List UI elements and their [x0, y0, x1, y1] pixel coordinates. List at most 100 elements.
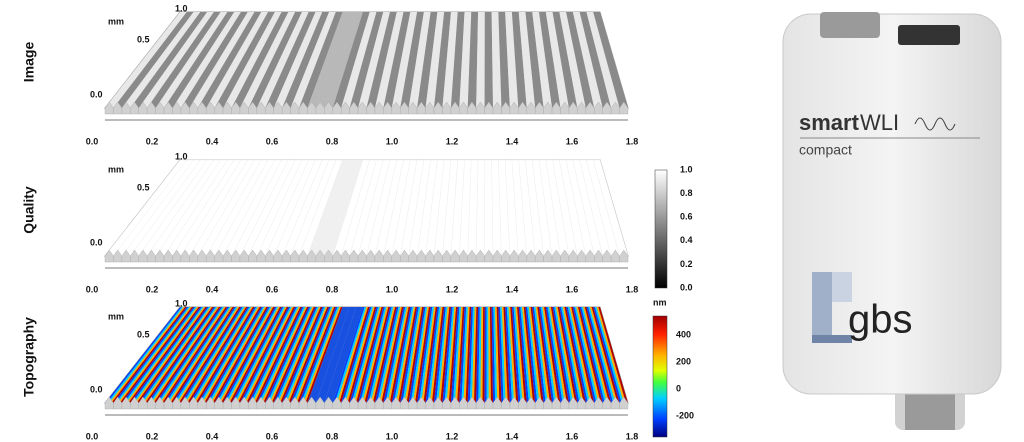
- ridge: [351, 307, 380, 403]
- ridge: [505, 12, 519, 108]
- ridge: [423, 307, 438, 403]
- ridge: [172, 307, 236, 403]
- ridge: [307, 12, 350, 108]
- ridge: [400, 12, 424, 108]
- colorbar-tick-label: 0: [676, 383, 681, 393]
- ridge: [299, 307, 338, 403]
- colorbar-tick-label: -200: [676, 410, 694, 420]
- ridge: [584, 307, 612, 403]
- ridge: [389, 307, 411, 403]
- ridge: [145, 307, 214, 403]
- colorbar-tick-label: 1.0: [680, 164, 693, 174]
- ridge: [142, 307, 213, 403]
- ridge: [498, 307, 504, 403]
- ridge: [579, 307, 605, 403]
- ridge: [172, 12, 241, 108]
- ridge: [334, 307, 367, 403]
- ridge: [444, 307, 455, 403]
- ridge: [117, 307, 192, 403]
- logo: gbs: [848, 298, 913, 342]
- ridge: [489, 307, 494, 403]
- ridge: [227, 307, 280, 403]
- ridge: [532, 12, 553, 108]
- ridge: [433, 12, 451, 108]
- ridge: [417, 12, 438, 108]
- ridge: [455, 307, 463, 403]
- ridge: [208, 307, 265, 403]
- ridge: [374, 307, 399, 403]
- ridge-front: [619, 396, 629, 410]
- x-tick-label: 1.6: [566, 284, 579, 294]
- ridge: [345, 307, 375, 403]
- ridge: [564, 307, 586, 403]
- ridge: [157, 307, 225, 403]
- ridge: [269, 307, 314, 403]
- ridge: [277, 307, 321, 403]
- ridge: [525, 307, 538, 403]
- ridge: [332, 12, 370, 108]
- ridge: [547, 307, 565, 403]
- ridge: [520, 307, 531, 403]
- ridge: [484, 307, 487, 403]
- ridge: [105, 12, 187, 108]
- x-tick-label: 1.4: [506, 431, 519, 441]
- ridge: [554, 307, 574, 403]
- y-tick-label: 0.0: [90, 384, 103, 394]
- ridge: [535, 307, 550, 403]
- x-tick-label: 0.8: [326, 136, 339, 146]
- ridge: [159, 307, 226, 403]
- ridge: [273, 307, 318, 403]
- ridge: [170, 307, 235, 403]
- ridge: [206, 307, 263, 403]
- ridge: [341, 307, 372, 403]
- ridge: [577, 307, 603, 403]
- ridge: [559, 12, 586, 108]
- x-tick-label: 0.2: [146, 284, 159, 294]
- ridge: [417, 307, 433, 403]
- ridge: [566, 12, 595, 108]
- x-tick-label: 1.6: [566, 136, 579, 146]
- ridge: [518, 12, 536, 108]
- ridge: [566, 307, 588, 403]
- x-tick-label: 1.8: [626, 431, 639, 441]
- ridge: [572, 12, 603, 108]
- ridge: [511, 12, 527, 108]
- ridge: [239, 307, 291, 403]
- ridge: [474, 307, 479, 403]
- ridge: [242, 307, 292, 403]
- ridge: [248, 307, 297, 403]
- ridge: [476, 307, 480, 403]
- ridge: [105, 307, 182, 403]
- colorbar-tick-label: 0.8: [680, 188, 693, 198]
- ridge: [383, 307, 406, 403]
- ridge: [511, 307, 521, 403]
- ridge: [498, 12, 510, 108]
- ridge: [235, 307, 287, 403]
- ridge: [237, 307, 289, 403]
- ridge: [488, 307, 491, 403]
- y-tick-label: 0.0: [90, 237, 103, 247]
- ridge: [467, 12, 479, 108]
- panel-label: Quality: [21, 186, 37, 234]
- ridge-front: [619, 249, 629, 263]
- ridge: [180, 12, 248, 108]
- ridge: [469, 307, 475, 403]
- ridge: [530, 307, 544, 403]
- ridge: [552, 12, 578, 108]
- ridge: [478, 307, 482, 403]
- ridge: [231, 12, 289, 108]
- ridge: [214, 307, 270, 403]
- ridge: [406, 307, 424, 403]
- ridge: [442, 307, 453, 403]
- ridge: [495, 307, 500, 403]
- ridge: [349, 12, 384, 108]
- ridge: [132, 307, 204, 403]
- ridge: [549, 307, 567, 403]
- ridge: [147, 12, 221, 108]
- y-tick-label: 0.5: [137, 34, 150, 44]
- ridge: [202, 307, 260, 403]
- panel-label: Topography: [21, 317, 37, 397]
- colorbar-tick-label: 400: [676, 329, 691, 339]
- ridge: [290, 307, 331, 403]
- y-tick-label: 1.0: [175, 3, 188, 13]
